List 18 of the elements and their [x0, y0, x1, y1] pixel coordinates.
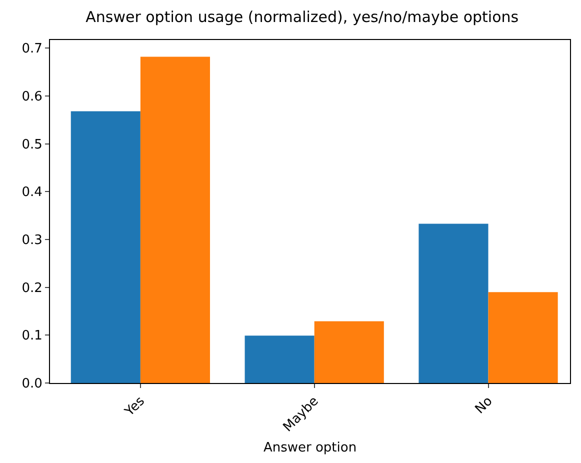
- bar: [70, 111, 140, 383]
- chart-title: Answer option usage (normalized), yes/no/maybe options: [86, 8, 519, 26]
- y-tick-label: 0.7: [22, 42, 42, 57]
- x-tick-label: Yes: [122, 394, 148, 420]
- y-tick-label: 0.2: [22, 280, 42, 296]
- y-tick-label: 0.5: [22, 137, 42, 152]
- y-tick-label: 0.4: [22, 185, 42, 200]
- bar: [314, 321, 384, 383]
- bar: [488, 292, 558, 383]
- y-tick-label: 0.3: [22, 233, 42, 248]
- y-tick-label: 0.0: [22, 376, 42, 392]
- y-tick-label: 0.6: [22, 90, 42, 105]
- bar: [244, 336, 314, 383]
- x-tick-label: No: [472, 394, 496, 418]
- y-tick-label: 0.1: [22, 328, 42, 344]
- bar: [140, 56, 210, 383]
- x-axis-title: Answer option: [263, 440, 357, 456]
- bar: [418, 224, 488, 383]
